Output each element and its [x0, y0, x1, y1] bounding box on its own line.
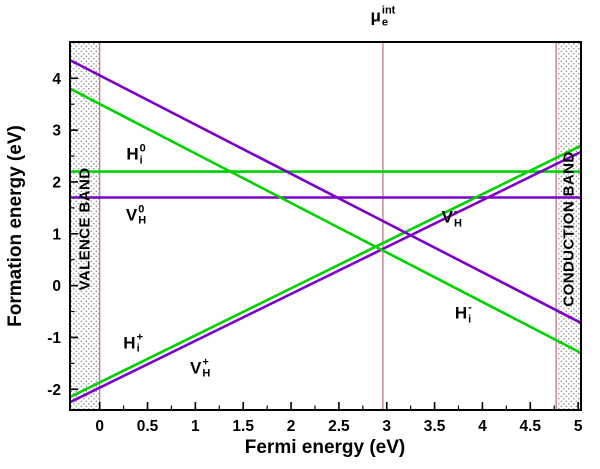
- x-tick-label: 1.5: [232, 418, 254, 435]
- x-tick-label: 2.5: [328, 418, 350, 435]
- series-line-Hi-: [69, 87, 582, 355]
- y-tick-label: 3: [52, 123, 61, 140]
- series-label-sup: 0: [139, 142, 146, 155]
- series-label-sup: -: [454, 205, 458, 218]
- series-label-base: H: [454, 303, 468, 323]
- valence-band-region: [70, 42, 100, 410]
- series-label-base: H: [123, 333, 136, 353]
- y-tick-label: 1: [52, 226, 61, 243]
- x-tick-label: 4: [478, 418, 487, 435]
- series-label-vh-minus: V-H: [441, 205, 462, 230]
- conduction-band-region: [556, 42, 581, 410]
- plot-frame: [69, 41, 582, 411]
- y-tick-label: 0: [52, 278, 61, 295]
- mu-label-sub: e: [381, 16, 389, 29]
- x-tick-label: 4.5: [520, 418, 542, 435]
- x-tick-label: 3: [382, 418, 391, 435]
- series-label-hi-plus: H + i: [123, 332, 143, 355]
- series-label-base: V: [441, 207, 454, 227]
- x-tick-label: 0: [95, 418, 104, 435]
- x-tick-label: 1: [191, 418, 200, 435]
- x-tick-label: 2: [287, 418, 296, 435]
- x-axis-label: Fermi energy (eV): [244, 437, 406, 458]
- series-label-sub: i: [136, 342, 140, 355]
- y-tick-label: -1: [47, 330, 61, 347]
- series-label-hi-minus: H-i: [454, 301, 472, 326]
- series-label-vh-plus: V + H: [189, 355, 211, 380]
- series-line-VH-: [69, 58, 582, 325]
- series-label-sup: -: [468, 301, 472, 314]
- y-axis-label: Formation energy (eV): [5, 125, 26, 327]
- series-label-sup: 0: [138, 203, 145, 216]
- y-tick-label: -2: [47, 382, 61, 399]
- y-tick-label: 2: [52, 174, 61, 191]
- x-tick-label: 5: [574, 418, 583, 435]
- series-line-VH+: [69, 150, 582, 404]
- valence-band-label: VALENCE BAND: [76, 167, 94, 291]
- y-tick-label: 4: [52, 71, 61, 88]
- mu-label-sup: int: [381, 4, 396, 17]
- series-label-sub: H: [138, 214, 147, 227]
- series-label-sup: +: [136, 331, 144, 344]
- mu-e-int-label: μ int e: [370, 4, 396, 29]
- x-tick-label: 0.5: [137, 418, 159, 435]
- series-label-sub: H: [202, 367, 211, 380]
- series-label-base: H: [126, 144, 139, 164]
- mu-label-base: μ: [370, 6, 381, 26]
- series-label-sup: +: [202, 355, 209, 368]
- series-line-Hi+: [69, 144, 582, 399]
- series-label-base: V: [125, 205, 138, 225]
- series-label-sub: i: [468, 313, 472, 326]
- series-label-sub: H: [454, 217, 462, 230]
- series-label-base: V: [189, 358, 202, 378]
- conduction-band-label: CONDUCTION BAND: [560, 150, 578, 307]
- series-label-sub: i: [139, 153, 143, 166]
- x-tick-label: 3.5: [424, 418, 446, 435]
